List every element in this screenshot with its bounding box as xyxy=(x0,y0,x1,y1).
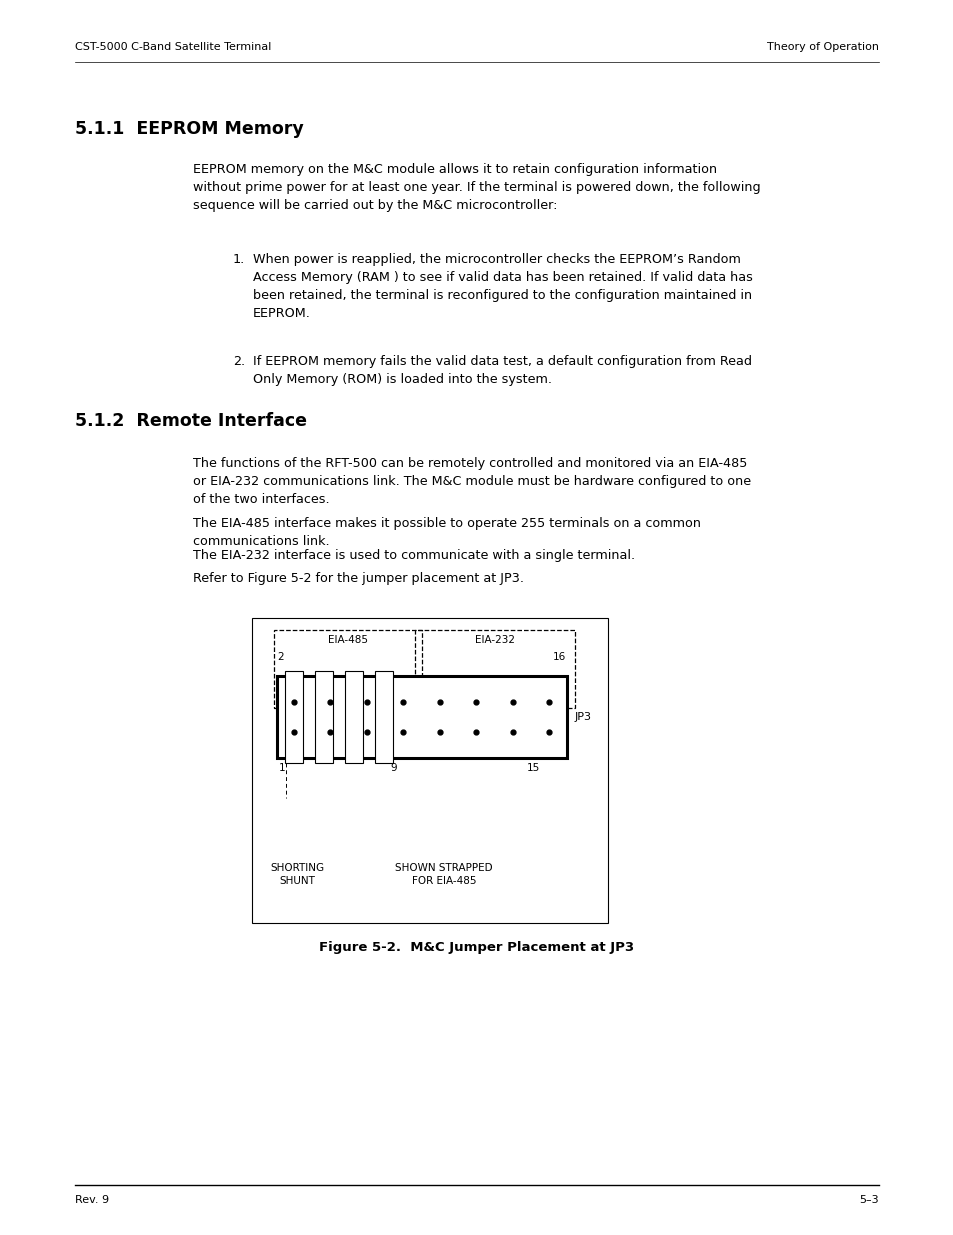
Bar xyxy=(276,676,566,758)
Text: 2.: 2. xyxy=(233,354,245,368)
Text: SHOWN STRAPPED
FOR EIA-485: SHOWN STRAPPED FOR EIA-485 xyxy=(395,863,493,887)
Text: Theory of Operation: Theory of Operation xyxy=(766,42,878,52)
Text: The EIA-485 interface makes it possible to operate 255 terminals on a common
com: The EIA-485 interface makes it possible … xyxy=(193,517,700,548)
Bar xyxy=(252,618,607,923)
Text: The functions of the RFT-500 can be remotely controlled and monitored via an EIA: The functions of the RFT-500 can be remo… xyxy=(193,457,750,506)
Text: SHORTING
SHUNT: SHORTING SHUNT xyxy=(270,863,324,887)
Text: EIA-485: EIA-485 xyxy=(328,635,368,645)
Text: When power is reapplied, the microcontroller checks the EEPROM’s Random
Access M: When power is reapplied, the microcontro… xyxy=(253,253,752,320)
Text: Figure 5-2.  M&C Jumper Placement at JP3: Figure 5-2. M&C Jumper Placement at JP3 xyxy=(319,941,634,953)
Text: 2: 2 xyxy=(276,652,283,662)
Bar xyxy=(314,671,333,763)
Text: CST-5000 C-Band Satellite Terminal: CST-5000 C-Band Satellite Terminal xyxy=(75,42,271,52)
Text: 5.1.2  Remote Interface: 5.1.2 Remote Interface xyxy=(75,412,307,430)
Text: 9: 9 xyxy=(390,763,396,773)
Text: 5.1.1  EEPROM Memory: 5.1.1 EEPROM Memory xyxy=(75,120,303,138)
Text: 15: 15 xyxy=(526,763,539,773)
Text: JP3: JP3 xyxy=(575,713,592,722)
Bar xyxy=(415,630,575,708)
Text: Rev. 9: Rev. 9 xyxy=(75,1195,109,1205)
Text: The EIA-232 interface is used to communicate with a single terminal.: The EIA-232 interface is used to communi… xyxy=(193,550,635,562)
Bar xyxy=(345,671,363,763)
Bar xyxy=(375,671,393,763)
Text: EEPROM memory on the M&C module allows it to retain configuration information
wi: EEPROM memory on the M&C module allows i… xyxy=(193,163,760,212)
Text: 5–3: 5–3 xyxy=(859,1195,878,1205)
Bar xyxy=(285,671,303,763)
Bar xyxy=(274,630,421,708)
Text: If EEPROM memory fails the valid data test, a default configuration from Read
On: If EEPROM memory fails the valid data te… xyxy=(253,354,751,387)
Text: 1: 1 xyxy=(278,763,285,773)
Text: Refer to Figure 5-2 for the jumper placement at JP3.: Refer to Figure 5-2 for the jumper place… xyxy=(193,572,523,585)
Text: 1.: 1. xyxy=(233,253,245,266)
Text: 16: 16 xyxy=(553,652,566,662)
Text: EIA-232: EIA-232 xyxy=(475,635,515,645)
